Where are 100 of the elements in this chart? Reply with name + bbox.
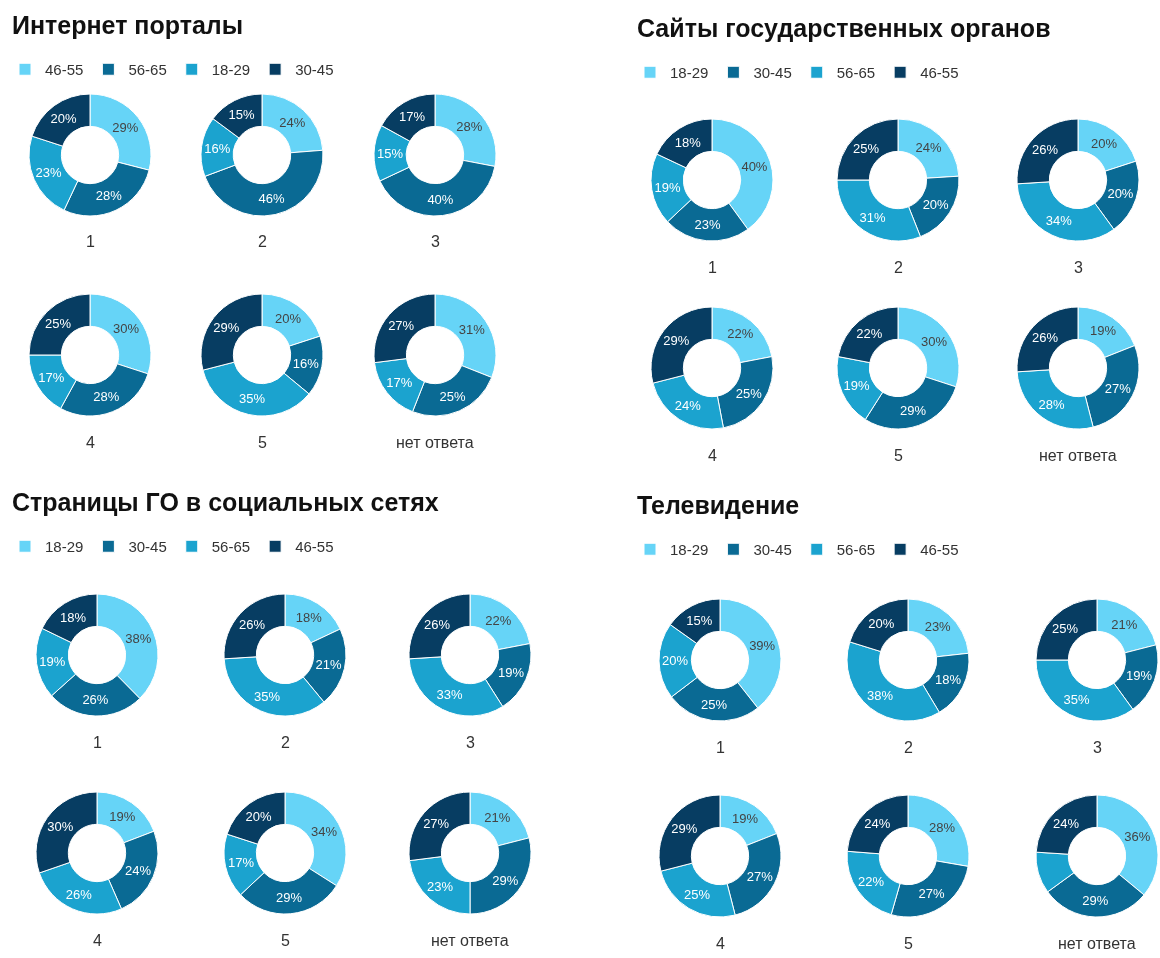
data-label: 27%	[423, 815, 450, 831]
slice-label: 1	[86, 233, 95, 250]
data-label: 19%	[1125, 667, 1153, 683]
data-label: 29%	[663, 333, 690, 349]
data-label: 29%	[213, 320, 240, 336]
data-label: 15%	[228, 107, 256, 123]
data-label: 28%	[93, 389, 120, 405]
slice-label: 1	[708, 259, 717, 276]
slice-label: 1	[93, 734, 102, 751]
slice-label: 3	[1093, 739, 1102, 756]
data-label: 20%	[661, 653, 689, 669]
legend-label: 56-65	[128, 61, 167, 79]
data-label: 29%	[671, 821, 698, 837]
data-label: 23%	[35, 165, 63, 181]
slice-label: 5	[904, 935, 913, 952]
data-label: 19%	[731, 811, 759, 827]
data-label: 30%	[921, 334, 948, 350]
legend-label: 56-65	[211, 538, 251, 556]
data-label: 28%	[95, 188, 123, 204]
data-label: 20%	[245, 809, 272, 825]
data-label: 20%	[1107, 186, 1134, 202]
data-label: 19%	[497, 665, 525, 681]
data-label: 38%	[125, 630, 152, 646]
data-label: 18%	[59, 609, 87, 625]
legend-label: 30-45	[753, 64, 792, 82]
legend-label: 56-65	[836, 64, 876, 82]
slice-label: нет ответа	[1058, 935, 1136, 952]
data-label: 16%	[204, 141, 231, 157]
slice-label: 4	[93, 932, 102, 949]
data-label: 17%	[386, 374, 413, 390]
data-label: 24%	[125, 862, 152, 878]
legend-label: 18-29	[211, 61, 251, 79]
data-label: 35%	[238, 391, 266, 407]
data-label: 17%	[398, 108, 426, 124]
legend-label: 30-45	[128, 538, 167, 556]
data-label: 28%	[456, 118, 483, 134]
data-label: 20%	[275, 311, 302, 327]
chart-title: Интернет порталы	[12, 11, 244, 39]
data-label: 33%	[436, 687, 463, 703]
slice-label: нет ответа	[396, 434, 474, 451]
data-label: 23%	[694, 217, 722, 233]
data-label: 31%	[859, 209, 887, 225]
slice-label: 5	[894, 447, 903, 464]
legend-label: 46-55	[295, 538, 334, 556]
legend-label: 46-55	[45, 61, 84, 79]
data-label: 28%	[929, 819, 956, 835]
data-label: 29%	[899, 402, 927, 418]
data-label: 18%	[934, 672, 962, 688]
data-label: 25%	[735, 385, 763, 401]
legend-label: 18-29	[45, 538, 84, 556]
data-label: 22%	[727, 325, 754, 341]
data-label: 25%	[701, 696, 728, 712]
data-label: 29%	[1082, 893, 1109, 909]
slice-label: 2	[904, 739, 913, 756]
data-label: 21%	[1111, 617, 1138, 633]
data-label: 20%	[1091, 136, 1118, 152]
slice-label: 2	[894, 259, 903, 276]
data-label: 35%	[253, 688, 281, 704]
data-label: 24%	[279, 114, 306, 130]
data-label: 27%	[388, 317, 415, 333]
data-label: 26%	[1032, 329, 1059, 345]
data-label: 24%	[864, 815, 891, 831]
slice-label: 4	[708, 447, 717, 464]
data-label: 17%	[228, 855, 255, 871]
data-label: 19%	[654, 179, 681, 195]
slice-label: нет ответа	[1039, 447, 1117, 464]
slice-label: 2	[281, 734, 290, 751]
legend-label: 30-45	[753, 541, 792, 559]
chart-title: Телевидение	[637, 491, 800, 519]
data-label: 36%	[1124, 829, 1151, 845]
data-label: 23%	[427, 879, 454, 895]
data-label: 20%	[922, 196, 950, 212]
data-label: 35%	[1063, 692, 1090, 708]
data-label: 46%	[258, 191, 285, 207]
legend-label: 56-65	[836, 541, 876, 559]
slice-label: 5	[281, 932, 290, 949]
slice-label: 3	[1074, 259, 1083, 276]
legend-label: 46-55	[920, 541, 959, 559]
data-label: 29%	[112, 120, 139, 136]
data-label: 26%	[65, 886, 93, 902]
data-label: 20%	[50, 111, 77, 127]
data-label: 15%	[686, 612, 713, 628]
legend-label: 30-45	[295, 61, 334, 79]
data-label: 16%	[292, 355, 320, 371]
data-label: 24%	[674, 398, 702, 414]
legend-label: 18-29	[670, 541, 709, 559]
data-label: 18%	[295, 609, 323, 625]
data-label: 19%	[109, 808, 136, 824]
data-label: 15%	[376, 146, 404, 162]
data-label: 22%	[485, 612, 512, 628]
data-label: 19%	[1089, 323, 1117, 339]
data-label: 21%	[484, 810, 511, 826]
data-label: 24%	[915, 139, 942, 155]
data-label: 22%	[856, 325, 883, 341]
data-label: 27%	[918, 886, 946, 902]
data-label: 39%	[749, 637, 776, 653]
slice-label: нет ответа	[431, 932, 509, 949]
data-label: 22%	[857, 874, 885, 890]
data-label: 26%	[1032, 141, 1059, 157]
slice-label: 3	[466, 734, 475, 751]
